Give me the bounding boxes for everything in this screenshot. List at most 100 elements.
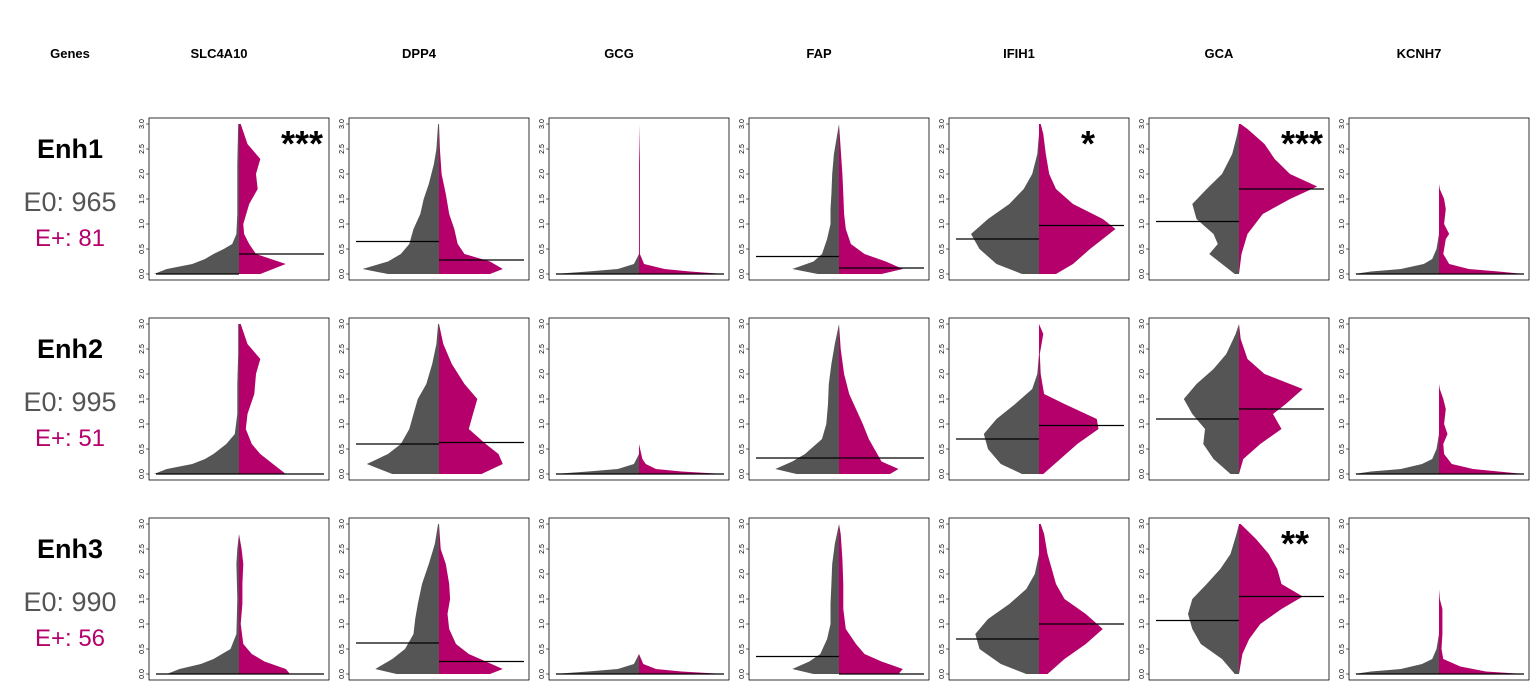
y-tick-label: 2.0: [939, 569, 946, 579]
violin-half-eplus: [1239, 524, 1303, 674]
violin-panel: 0.0 0.5 1.0 1.5 2.0 2.5 3.0: [539, 317, 730, 481]
violin-half-eplus: [1239, 124, 1318, 274]
eplus-count: E+: 56: [35, 625, 105, 652]
violin-panel: 0.0 0.5 1.0 1.5 2.0 2.5 3.0 **: [1139, 517, 1330, 681]
y-tick-label: 1.5: [939, 194, 946, 204]
violin-half-e0: [362, 124, 439, 274]
y-tick-label: 0.5: [139, 444, 146, 454]
y-tick-label: 3.0: [939, 319, 946, 329]
y-tick-label: 0.0: [539, 469, 546, 479]
y-tick-label: 2.5: [739, 544, 746, 554]
violin-half-eplus: [639, 124, 724, 274]
violin-half-e0: [983, 354, 1039, 474]
violin-panel: 0.0 0.5 1.0 1.5 2.0 2.5 3.0: [1339, 117, 1530, 281]
y-tick-label: 2.0: [139, 569, 146, 579]
y-tick-label: 2.0: [1139, 369, 1146, 379]
gene-header-gca: GCA: [1205, 46, 1235, 61]
y-tick-label: 0.5: [1339, 644, 1346, 654]
violin-half-eplus: [639, 654, 724, 674]
violin-panel: 0.0 0.5 1.0 1.5 2.0 2.5 3.0: [739, 117, 930, 281]
y-tick-label: 0.0: [539, 669, 546, 679]
y-tick-label: 0.5: [539, 244, 546, 254]
violin-panel: 0.0 0.5 1.0 1.5 2.0 2.5 3.0: [339, 317, 530, 481]
violin-half-eplus: [839, 124, 903, 274]
y-tick-label: 3.0: [1139, 319, 1146, 329]
violin-half-e0: [554, 254, 639, 274]
y-tick-label: 1.0: [739, 419, 746, 429]
y-tick-label: 2.0: [1339, 569, 1346, 579]
y-tick-label: 2.0: [1339, 369, 1346, 379]
violin-half-eplus: [839, 524, 903, 674]
y-tick-label: 1.0: [939, 419, 946, 429]
y-tick-label: 1.0: [1139, 619, 1146, 629]
y-tick-label: 1.5: [939, 394, 946, 404]
gene-header-gcg: GCG: [604, 46, 634, 61]
y-tick-label: 1.0: [539, 219, 546, 229]
y-tick-label: 2.5: [939, 544, 946, 554]
y-tick-label: 1.5: [939, 594, 946, 604]
y-tick-label: 2.0: [939, 369, 946, 379]
y-tick-label: 2.5: [339, 144, 346, 154]
violin-half-eplus: [1439, 589, 1524, 674]
y-tick-label: 3.0: [339, 319, 346, 329]
violin-panel: 0.0 0.5 1.0 1.5 2.0 2.5 3.0 *: [939, 117, 1130, 281]
y-tick-label: 2.0: [1139, 569, 1146, 579]
y-tick-label: 0.5: [339, 444, 346, 454]
y-tick-label: 1.0: [1139, 419, 1146, 429]
y-tick-label: 1.0: [1139, 219, 1146, 229]
violin-half-e0: [154, 324, 239, 474]
y-tick-label: 0.0: [139, 469, 146, 479]
violin-half-eplus: [639, 444, 724, 474]
violin-panel: 0.0 0.5 1.0 1.5 2.0 2.5 3.0: [1139, 317, 1330, 481]
y-tick-label: 3.0: [1339, 519, 1346, 529]
y-tick-label: 0.0: [539, 269, 546, 279]
row-label-enh2: Enh2: [37, 334, 103, 364]
y-tick-label: 3.0: [739, 119, 746, 129]
y-tick-label: 1.5: [739, 594, 746, 604]
y-tick-label: 0.5: [1339, 244, 1346, 254]
y-tick-label: 2.0: [1339, 169, 1346, 179]
y-tick-label: 1.0: [539, 419, 546, 429]
violin-half-e0: [1354, 634, 1439, 674]
violin-half-eplus: [239, 324, 286, 474]
y-tick-label: 0.5: [339, 644, 346, 654]
violin-half-e0: [1188, 524, 1239, 674]
violin-half-e0: [1183, 324, 1239, 474]
y-tick-label: 3.0: [739, 519, 746, 529]
gene-header-kcnh7: KCNH7: [1397, 46, 1442, 61]
y-tick-label: 3.0: [539, 119, 546, 129]
y-tick-label: 3.0: [339, 519, 346, 529]
y-tick-label: 0.0: [339, 469, 346, 479]
violin-half-e0: [366, 324, 439, 474]
y-tick-label: 0.5: [739, 444, 746, 454]
gene-header-slc4a10: SLC4A10: [190, 46, 247, 61]
y-tick-label: 1.0: [1339, 219, 1346, 229]
violin-half-e0: [775, 324, 839, 474]
significance-marker: ***: [281, 123, 323, 164]
y-tick-label: 0.0: [1139, 669, 1146, 679]
y-tick-label: 2.0: [739, 169, 746, 179]
y-tick-label: 1.5: [539, 394, 546, 404]
y-tick-label: 1.5: [1339, 594, 1346, 604]
y-tick-label: 0.0: [739, 269, 746, 279]
violin-panel: 0.0 0.5 1.0 1.5 2.0 2.5 3.0 ***: [1139, 117, 1330, 281]
y-tick-label: 1.5: [1339, 194, 1346, 204]
y-tick-label: 0.0: [1139, 269, 1146, 279]
y-tick-label: 0.0: [139, 669, 146, 679]
violin-half-eplus: [839, 324, 899, 474]
violin-panel: 0.0 0.5 1.0 1.5 2.0 2.5 3.0: [939, 317, 1130, 481]
significance-marker: ***: [1281, 123, 1323, 164]
violin-half-eplus: [1439, 184, 1524, 274]
eplus-count: E+: 51: [35, 425, 105, 452]
violin-panel: 0.0 0.5 1.0 1.5 2.0 2.5 3.0: [939, 517, 1130, 681]
y-tick-label: 3.0: [1139, 519, 1146, 529]
violin-half-eplus: [1039, 124, 1116, 274]
y-tick-label: 2.5: [539, 544, 546, 554]
violin-half-eplus: [1439, 384, 1524, 474]
y-tick-label: 2.5: [1139, 544, 1146, 554]
y-tick-label: 1.0: [339, 219, 346, 229]
y-tick-label: 1.5: [739, 394, 746, 404]
y-tick-label: 1.0: [939, 619, 946, 629]
gene-headers: SLC4A10 DPP4 GCG FAP IFIH1 GCA KCNH7: [190, 46, 1441, 61]
violin-half-eplus: [439, 524, 503, 674]
